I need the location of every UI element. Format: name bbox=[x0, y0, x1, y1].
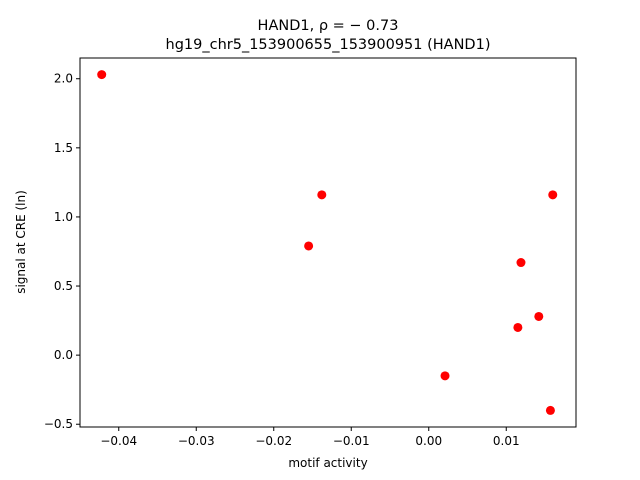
scatter-point bbox=[97, 70, 107, 80]
x-tick-label: −0.01 bbox=[333, 434, 370, 448]
x-tick-label: −0.03 bbox=[178, 434, 215, 448]
scatter-point bbox=[545, 405, 555, 415]
y-tick-label: 1.0 bbox=[54, 210, 73, 224]
x-tick-label: 0.01 bbox=[493, 434, 520, 448]
chart-title-line1: HAND1, ρ = − 0.73 bbox=[258, 18, 399, 34]
x-tick-label: −0.02 bbox=[255, 434, 292, 448]
x-axis-ticks: −0.04 −0.03 −0.02 −0.01 0.00 0.01 bbox=[100, 427, 520, 448]
chart-title-line2: hg19_chr5_153900655_153900951 (HAND1) bbox=[166, 37, 491, 53]
scatter-point bbox=[513, 322, 523, 332]
scatter-point bbox=[440, 371, 450, 381]
y-tick-label: 0.0 bbox=[54, 348, 73, 362]
x-tick-label: −0.04 bbox=[100, 434, 137, 448]
y-tick-label: −0.5 bbox=[44, 417, 73, 431]
y-axis-ticks: −0.5 0.0 0.5 1.0 1.5 2.0 bbox=[44, 72, 80, 431]
scatter-point bbox=[534, 311, 544, 321]
y-tick-label: 2.0 bbox=[54, 72, 73, 86]
y-axis-label: signal at CRE (ln) bbox=[14, 190, 28, 294]
scatter-point bbox=[304, 241, 314, 251]
scatter-point bbox=[317, 190, 327, 200]
y-tick-label: 1.5 bbox=[54, 141, 73, 155]
plot-frame bbox=[79, 57, 577, 428]
y-tick-label: 0.5 bbox=[54, 279, 73, 293]
scatter-point bbox=[516, 258, 526, 268]
data-points bbox=[97, 70, 558, 415]
x-axis-label: motif activity bbox=[288, 456, 367, 470]
scatter-point bbox=[548, 190, 558, 200]
x-tick-label: 0.00 bbox=[415, 434, 442, 448]
